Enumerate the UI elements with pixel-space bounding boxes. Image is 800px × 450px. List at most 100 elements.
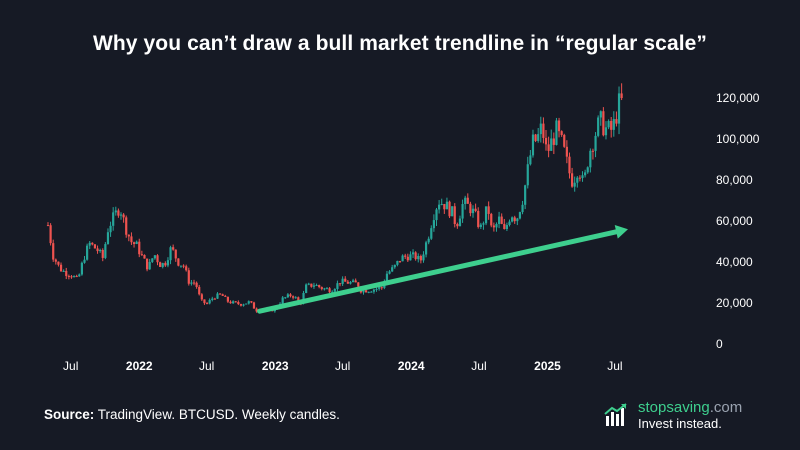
candle bbox=[109, 221, 112, 237]
candle bbox=[294, 296, 297, 299]
candle bbox=[177, 258, 180, 267]
candle bbox=[471, 205, 475, 218]
candle-body bbox=[610, 120, 613, 130]
candle bbox=[291, 295, 295, 300]
candle-body bbox=[109, 225, 112, 233]
candle bbox=[224, 294, 227, 297]
candle bbox=[497, 211, 501, 229]
candle bbox=[406, 253, 409, 263]
candle bbox=[96, 245, 99, 254]
candle-body bbox=[232, 301, 235, 304]
candle bbox=[586, 166, 589, 174]
candle-body bbox=[362, 290, 365, 293]
candle-body bbox=[427, 238, 430, 243]
candle-body bbox=[177, 258, 180, 266]
candle bbox=[615, 111, 618, 127]
y-tick-label: 80,000 bbox=[716, 173, 753, 187]
candle bbox=[419, 254, 422, 264]
candle bbox=[112, 207, 115, 231]
candle bbox=[542, 117, 545, 144]
candle-body bbox=[438, 204, 441, 210]
candle bbox=[140, 250, 143, 256]
candle-body bbox=[302, 292, 305, 304]
candle-body bbox=[318, 285, 321, 288]
candle bbox=[351, 278, 355, 283]
candle-body bbox=[573, 182, 576, 187]
candle-body bbox=[46, 225, 50, 227]
candle-body bbox=[409, 254, 412, 261]
candle-body bbox=[615, 119, 618, 124]
candle-body bbox=[190, 282, 193, 284]
candle-body bbox=[602, 111, 605, 136]
candle bbox=[62, 269, 65, 272]
candle-body bbox=[99, 249, 102, 252]
candle-body bbox=[529, 155, 532, 165]
candle-body bbox=[568, 156, 571, 174]
candle bbox=[247, 300, 250, 305]
candle bbox=[88, 241, 91, 250]
candle-body bbox=[62, 270, 65, 272]
candle bbox=[495, 222, 498, 232]
candle-body bbox=[221, 294, 224, 296]
candle-body bbox=[179, 265, 183, 267]
candle-body bbox=[495, 223, 498, 228]
candle bbox=[490, 212, 493, 228]
candle bbox=[537, 128, 540, 143]
candle bbox=[599, 110, 602, 126]
candle bbox=[213, 297, 216, 300]
candle bbox=[597, 115, 600, 138]
candle bbox=[250, 301, 253, 304]
candle-body bbox=[341, 278, 344, 284]
candle bbox=[211, 296, 214, 302]
candle-body bbox=[250, 301, 253, 303]
candle-body bbox=[508, 221, 511, 226]
candle bbox=[581, 171, 584, 182]
candle-body bbox=[247, 301, 250, 304]
candle-body bbox=[380, 287, 383, 289]
candle-body bbox=[422, 254, 425, 261]
candle bbox=[328, 287, 331, 294]
candle-body bbox=[86, 245, 89, 260]
candle-body bbox=[143, 254, 146, 259]
candle bbox=[524, 184, 527, 210]
candle bbox=[539, 116, 542, 143]
candle bbox=[555, 117, 558, 146]
candle bbox=[424, 240, 428, 258]
candle-body bbox=[305, 284, 308, 293]
candle bbox=[138, 238, 141, 258]
candle-body bbox=[365, 290, 368, 293]
candle bbox=[458, 215, 462, 227]
candle bbox=[430, 225, 433, 241]
candle bbox=[563, 133, 566, 148]
candle bbox=[156, 254, 159, 266]
candle-body bbox=[297, 297, 300, 301]
candle-body bbox=[93, 244, 97, 249]
candle-body bbox=[451, 206, 454, 217]
candle-body bbox=[57, 261, 60, 265]
candle bbox=[190, 279, 193, 286]
candle bbox=[578, 175, 582, 182]
candle-body bbox=[453, 206, 456, 224]
candle-body bbox=[205, 303, 209, 305]
candle bbox=[153, 255, 157, 260]
candle-body bbox=[346, 281, 349, 284]
candle-body bbox=[393, 264, 396, 268]
candle bbox=[544, 129, 548, 151]
x-tick-label: Jul bbox=[607, 359, 622, 373]
candle bbox=[346, 280, 349, 284]
candle-body bbox=[281, 297, 284, 304]
candle bbox=[145, 258, 149, 272]
x-tick-label: 2022 bbox=[126, 359, 153, 373]
candle bbox=[305, 283, 308, 294]
candle-body bbox=[333, 288, 336, 292]
candle bbox=[289, 293, 292, 298]
candle-body bbox=[584, 172, 587, 176]
candle-body bbox=[224, 295, 227, 297]
candle bbox=[438, 200, 441, 214]
candle bbox=[169, 245, 172, 265]
candle-body bbox=[388, 271, 391, 274]
candle bbox=[99, 248, 102, 253]
candle bbox=[286, 293, 289, 298]
candle-body bbox=[411, 252, 415, 255]
candle bbox=[604, 121, 608, 140]
